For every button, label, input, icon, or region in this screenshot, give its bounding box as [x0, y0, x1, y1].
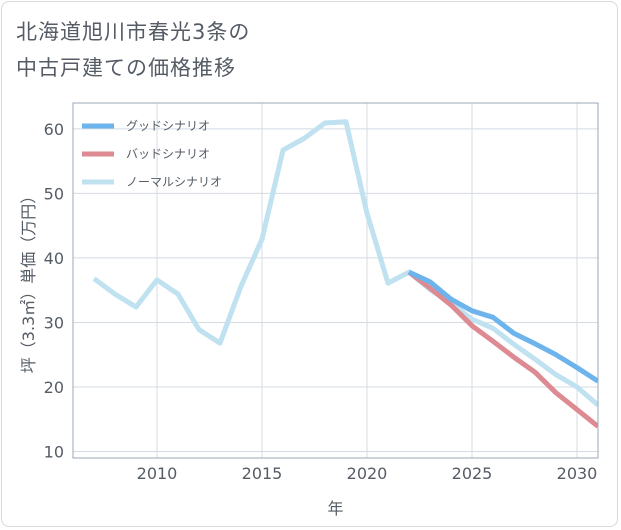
- y-tick-label: 50: [44, 184, 64, 203]
- x-tick-label: 2025: [452, 464, 493, 483]
- x-axis-title: 年: [327, 499, 343, 518]
- series-line-1: [407, 269, 598, 384]
- series-line-3: [92, 119, 598, 407]
- legend-label-1: グッドシナリオ: [126, 119, 210, 133]
- y-tick-label: 40: [44, 249, 64, 268]
- series-lines: [92, 119, 598, 429]
- legend-label-3: ノーマルシナリオ: [126, 175, 222, 189]
- y-tick-label: 60: [44, 120, 64, 139]
- y-tick-label: 30: [44, 313, 64, 332]
- chart-title: 北海道旭川市春光3条の 中古戸建ての価格推移: [16, 14, 250, 86]
- legend-label-2: バッドシナリオ: [126, 147, 210, 161]
- x-tick-label: 2015: [242, 464, 283, 483]
- y-tick-label: 20: [44, 378, 64, 397]
- grid-lines: [73, 103, 598, 458]
- plot-frame: [72, 102, 599, 459]
- x-tick-label: 2030: [557, 464, 598, 483]
- x-tick-label: 2010: [137, 464, 178, 483]
- x-tick-label: 2020: [347, 464, 388, 483]
- chart-title-line-1: 北海道旭川市春光3条の: [16, 20, 251, 44]
- series-line-2: [407, 270, 598, 429]
- y-tick-label: 10: [44, 443, 64, 462]
- y-axis-title: 坪（3.3㎡）単価（万円）: [19, 188, 38, 373]
- chart-title-line-2: 中古戸建ての価格推移: [16, 56, 236, 80]
